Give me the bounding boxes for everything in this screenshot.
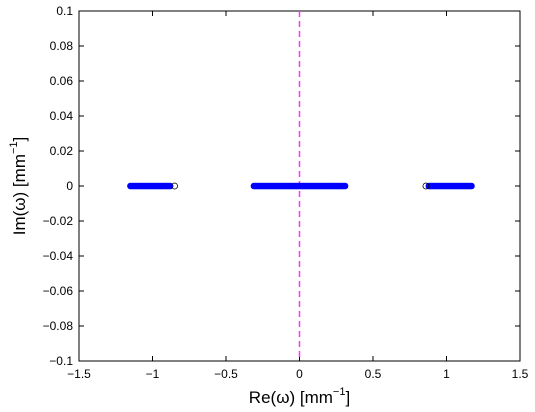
open-point [171, 182, 178, 190]
y-tick-label: −0.08 [43, 319, 74, 333]
open-point [422, 182, 430, 190]
y-tick-label: 0.1 [56, 4, 73, 18]
axis-ticks: −1.5 −1 −0.5 0 0.5 1 1.5 −0.1 −0.08 −0.06 −0.04 −0.… [43, 4, 529, 381]
y-tick-label: 0.06 [50, 74, 74, 88]
y-axis-label: Im(ω) [mm−1] [8, 137, 29, 236]
data-point [341, 182, 349, 190]
y-tick-label: −0.1 [49, 354, 73, 368]
x-tick-label: 1.5 [512, 367, 529, 381]
y-tick-label: −0.04 [43, 249, 74, 263]
x-tick-label: −0.5 [214, 367, 238, 381]
y-tick-label: −0.06 [43, 284, 74, 298]
x-tick-label: 1 [443, 367, 450, 381]
y-tick-label: 0.02 [50, 144, 74, 158]
x-tick-label: 0.5 [365, 367, 382, 381]
y-tick-label: 0 [66, 179, 73, 193]
y-tick-label: 0.08 [50, 39, 74, 53]
x-tick-label: 0 [296, 367, 303, 381]
y-tick-label: 0.04 [50, 109, 74, 123]
x-tick-label: −1.5 [67, 367, 91, 381]
data-points [127, 182, 475, 190]
x-axis-label: Re(ω) [mm−1] [249, 386, 350, 407]
data-point [468, 182, 475, 190]
y-tick-label: −0.02 [43, 214, 74, 228]
x-tick-label: −1 [146, 367, 160, 381]
